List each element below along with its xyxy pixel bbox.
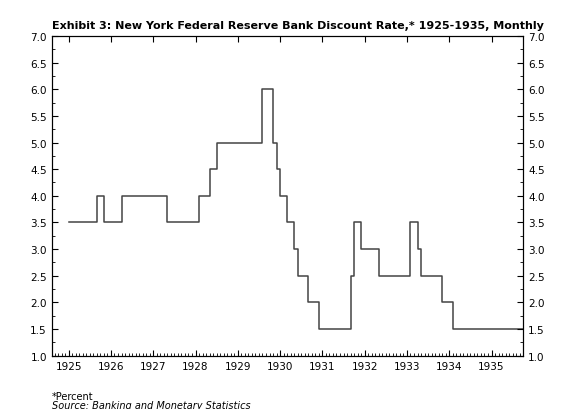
Text: *Percent: *Percent [52, 391, 93, 400]
Text: Exhibit 3: New York Federal Reserve Bank Discount Rate,* 1925-1935, Monthly: Exhibit 3: New York Federal Reserve Bank… [52, 20, 543, 31]
Text: Source: Banking and Monetary Statistics: Source: Banking and Monetary Statistics [52, 400, 250, 409]
